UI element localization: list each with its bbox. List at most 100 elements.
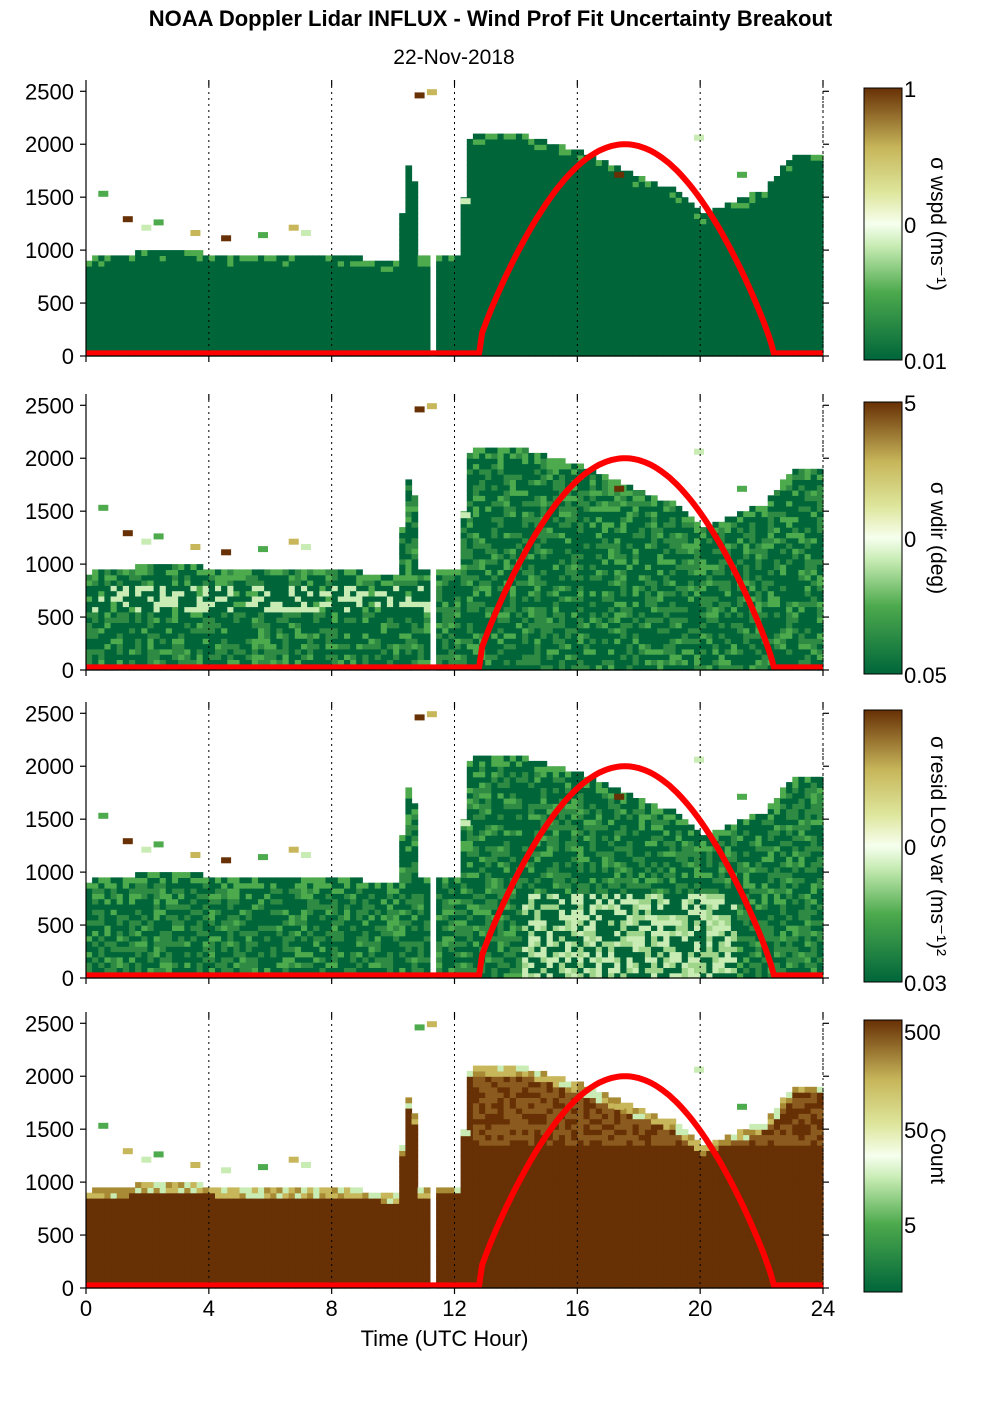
heatmap-cell: [509, 521, 517, 528]
heatmap-cell: [399, 537, 406, 544]
heatmap-cell: [374, 292, 382, 299]
heatmap-cell: [644, 281, 652, 288]
heatmap-cell: [558, 234, 566, 241]
heatmap-cell: [208, 659, 216, 666]
heatmap-cell: [374, 313, 382, 320]
heatmap-cell: [165, 324, 173, 331]
heatmap-cell: [325, 601, 333, 608]
heatmap-cell: [399, 558, 406, 565]
heatmap-cell: [337, 292, 345, 299]
heatmap-cell: [669, 250, 677, 256]
heatmap-cell: [675, 345, 683, 352]
heatmap-cell: [386, 308, 394, 315]
heatmap-cell: [135, 271, 142, 278]
heatmap-cell: [614, 244, 621, 251]
heatmap-cell: [663, 234, 670, 241]
heatmap-cell: [798, 202, 806, 209]
heatmap-cell: [595, 308, 603, 315]
heatmap-cell: [319, 308, 327, 315]
heatmap-cell: [663, 191, 670, 198]
heatmap-cell: [681, 250, 689, 256]
heatmap-cell: [730, 207, 738, 214]
heatmap-cell: [503, 313, 511, 320]
heatmap-cell: [399, 234, 406, 241]
heatmap-cell: [589, 260, 597, 267]
heatmap-cell: [129, 345, 136, 352]
heatmap-cell: [436, 271, 443, 278]
heatmap-cell: [466, 345, 474, 352]
heatmap-cell: [755, 213, 763, 219]
heatmap-cell: [294, 632, 302, 639]
heatmap-cell: [110, 303, 118, 309]
heatmap-cell: [589, 345, 597, 352]
heatmap-cell: [454, 324, 462, 331]
heatmap-cell: [460, 334, 468, 341]
heatmap-cell: [515, 659, 523, 666]
heatmap-cell: [245, 340, 253, 346]
heatmap-cell: [86, 318, 93, 325]
heatmap-cell: [485, 648, 492, 655]
heatmap-cell: [485, 154, 492, 161]
heatmap-cell: [122, 324, 130, 331]
heatmap-cell: [651, 318, 658, 325]
heatmap-cell: [221, 329, 228, 336]
heatmap-cell: [669, 266, 677, 272]
heatmap-cell: [528, 154, 535, 161]
heatmap-cell: [687, 213, 695, 219]
heatmap-cell: [208, 601, 216, 608]
heatmap-cell: [98, 627, 105, 634]
heatmap-cell: [147, 611, 155, 618]
heatmap-cell: [687, 260, 695, 267]
heatmap-cell: [116, 266, 124, 272]
heatmap-cell: [288, 606, 296, 613]
heatmap-cell: [454, 308, 462, 315]
heatmap-cell: [380, 308, 388, 315]
heatmap-cell: [344, 281, 351, 288]
heatmap-cell: [503, 340, 511, 346]
heatmap-cell: [534, 250, 541, 256]
sun-elevation-curve: [86, 141, 823, 357]
heatmap-cell: [472, 447, 480, 454]
heatmap-cell: [558, 228, 566, 235]
heatmap-cell: [202, 601, 210, 608]
heatmap-cell: [104, 334, 112, 341]
heatmap-cell: [558, 271, 566, 278]
heatmap-cell: [595, 250, 603, 256]
heatmap-cell: [141, 648, 148, 655]
heatmap-cell: [368, 281, 376, 288]
heatmap-cell: [417, 345, 425, 352]
heatmap-cell: [393, 632, 400, 639]
heatmap-cell: [730, 266, 738, 272]
heatmap-cell: [503, 244, 511, 251]
heatmap-cell: [104, 292, 112, 299]
heatmap-cell: [147, 564, 155, 570]
heatmap-cell: [239, 611, 247, 618]
heatmap-cell: [448, 313, 456, 320]
heatmap-cell: [804, 340, 812, 346]
heatmap-cell: [386, 601, 394, 608]
heatmap-cell: [215, 276, 222, 283]
heatmap-cell: [558, 160, 566, 166]
heatmap-cell: [460, 228, 468, 235]
heatmap-cell: [700, 297, 707, 304]
heatmap-cell: [804, 202, 812, 209]
heatmap-cell: [313, 324, 320, 331]
heatmap-cell: [522, 133, 529, 140]
heatmap-cell: [215, 303, 222, 309]
heatmap-cell: [239, 569, 247, 576]
heatmap-cell: [380, 659, 388, 666]
heatmap-cell: [208, 648, 216, 655]
heatmap-cell: [595, 329, 603, 336]
heatmap-cell: [724, 207, 732, 214]
heatmap-cell: [798, 213, 806, 219]
heatmap-cell: [423, 601, 431, 608]
heatmap-cell: [147, 308, 155, 315]
heatmap-cell: [712, 260, 720, 267]
heatmap-cell: [718, 260, 726, 267]
heatmap-cell: [687, 244, 695, 251]
heatmap-cell: [423, 329, 431, 336]
heatmap-cell: [479, 160, 486, 166]
heatmap-cell: [479, 255, 486, 262]
heatmap-cell: [344, 292, 351, 299]
heatmap-cell: [423, 595, 431, 602]
